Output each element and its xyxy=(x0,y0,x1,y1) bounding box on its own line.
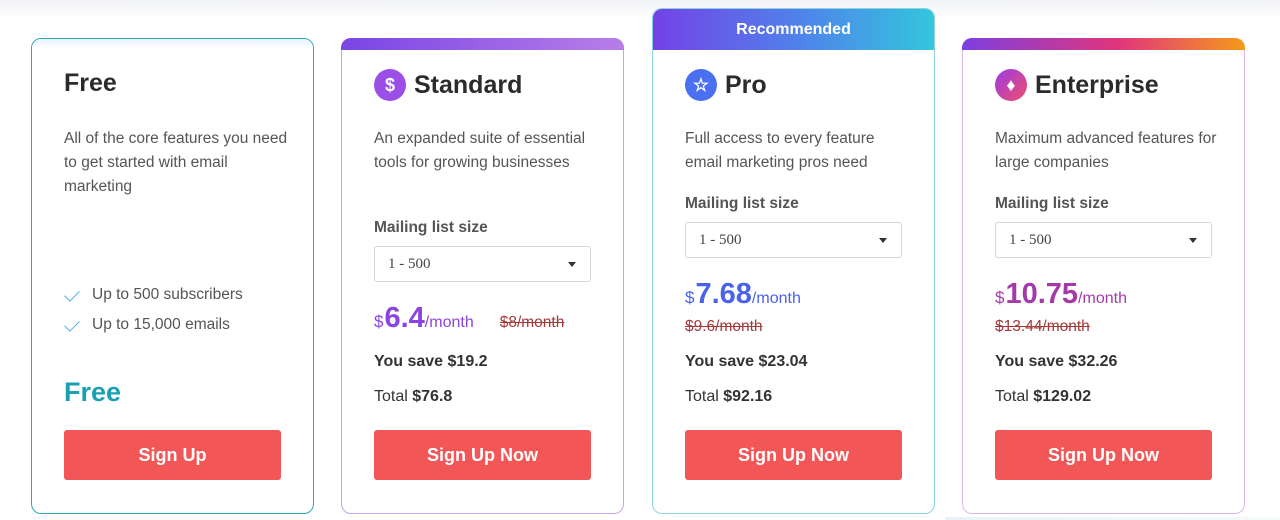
price-row: $ 10.75 /month xyxy=(995,278,1127,311)
plan-title: $ Standard xyxy=(374,69,522,101)
total-value: $92.16 xyxy=(723,388,773,405)
savings-text: You save $19.2 xyxy=(374,353,488,370)
total-value: $129.02 xyxy=(1033,388,1092,405)
feature-label: Up to 500 subscribers xyxy=(92,286,243,303)
plan-price: $ 10.75 /month xyxy=(995,278,1127,311)
gem-icon: ♦ xyxy=(995,69,1027,101)
bottom-divider xyxy=(945,517,1280,520)
feature-list: Up to 500 subscribers Up to 15,000 email… xyxy=(64,280,243,340)
check-icon xyxy=(64,319,84,331)
savings-text: You save $23.04 xyxy=(685,353,808,370)
plan-card-free: Free All of the core features you need t… xyxy=(31,38,314,514)
mailing-list-label: Mailing list size xyxy=(685,195,799,212)
chevron-down-icon xyxy=(879,238,887,243)
mailing-list-select[interactable]: 1 - 500 xyxy=(374,246,591,282)
price-period: /month xyxy=(751,290,801,307)
plan-price: $ 6.4 /month xyxy=(374,302,474,335)
price-period: /month xyxy=(424,314,474,331)
dollar-icon: $ xyxy=(374,69,406,101)
price-currency: $ xyxy=(995,288,1005,307)
plan-title: ☆ Pro xyxy=(685,69,767,101)
mailing-list-select[interactable]: 1 - 500 xyxy=(995,222,1212,258)
chevron-down-icon xyxy=(1189,238,1197,243)
plan-card-pro: Recommended ☆ Pro Full access to every f… xyxy=(652,8,935,514)
select-value: 1 - 500 xyxy=(1009,232,1052,248)
plan-card-standard: $ Standard An expanded suite of essentia… xyxy=(341,38,624,514)
total-text: Total $92.16 xyxy=(685,388,772,406)
price-row: $ 6.4 /month $8/month xyxy=(374,302,564,335)
plan-price: $ 7.68 /month xyxy=(685,278,801,311)
price-currency: $ xyxy=(374,312,384,331)
select-value: 1 - 500 xyxy=(699,232,742,248)
total-label: Total xyxy=(685,388,724,405)
plan-name: Free xyxy=(64,69,117,97)
plan-name: Enterprise xyxy=(1035,70,1159,99)
old-price: $8/month xyxy=(499,314,565,331)
mailing-list-select[interactable]: 1 - 500 xyxy=(685,222,902,258)
sign-up-now-button[interactable]: Sign Up Now xyxy=(374,430,591,480)
price-amount: 10.75 xyxy=(1005,278,1079,310)
feature-label: Up to 15,000 emails xyxy=(92,316,230,333)
total-label: Total xyxy=(995,388,1034,405)
total-text: Total $129.02 xyxy=(995,388,1091,406)
recommended-banner: Recommended xyxy=(653,9,934,50)
plan-description: An expanded suite of essential tools for… xyxy=(374,130,586,171)
total-value: $76.8 xyxy=(412,388,453,405)
total-text: Total $76.8 xyxy=(374,388,452,406)
plan-description: Full access to every feature email marke… xyxy=(685,130,875,171)
sign-up-button[interactable]: Sign Up xyxy=(64,430,281,480)
chevron-down-icon xyxy=(568,262,576,267)
sign-up-now-button[interactable]: Sign Up Now xyxy=(995,430,1212,480)
price-currency: $ xyxy=(685,288,695,307)
feature-item: Up to 15,000 emails xyxy=(64,310,243,340)
plan-price: Free xyxy=(64,377,122,407)
plan-name: Standard xyxy=(414,70,523,99)
select-value: 1 - 500 xyxy=(388,256,431,272)
old-price: $13.44/month xyxy=(995,318,1090,335)
total-label: Total xyxy=(374,388,413,405)
plan-description: Maximum advanced features for large comp… xyxy=(995,130,1217,171)
price-period: /month xyxy=(1078,290,1127,307)
plan-name: Pro xyxy=(725,70,767,99)
plan-description: All of the core features you need to get… xyxy=(64,130,288,195)
mailing-list-label: Mailing list size xyxy=(374,219,488,236)
price-row: $ 7.68 /month xyxy=(685,278,801,311)
plan-title: Free xyxy=(64,69,117,98)
savings-text: You save $32.26 xyxy=(995,353,1118,370)
price-amount: 7.68 xyxy=(695,278,752,310)
old-price: $9.6/month xyxy=(685,318,763,335)
plan-title: ♦ Enterprise xyxy=(995,69,1159,101)
plan-card-enterprise: ♦ Enterprise Maximum advanced features f… xyxy=(962,38,1245,514)
price-amount: 6.4 xyxy=(384,302,425,334)
top-fade xyxy=(0,0,1280,20)
feature-item: Up to 500 subscribers xyxy=(64,280,243,310)
star-icon: ☆ xyxy=(685,69,717,101)
check-icon xyxy=(64,289,84,301)
sign-up-now-button[interactable]: Sign Up Now xyxy=(685,430,902,480)
mailing-list-label: Mailing list size xyxy=(995,195,1109,212)
